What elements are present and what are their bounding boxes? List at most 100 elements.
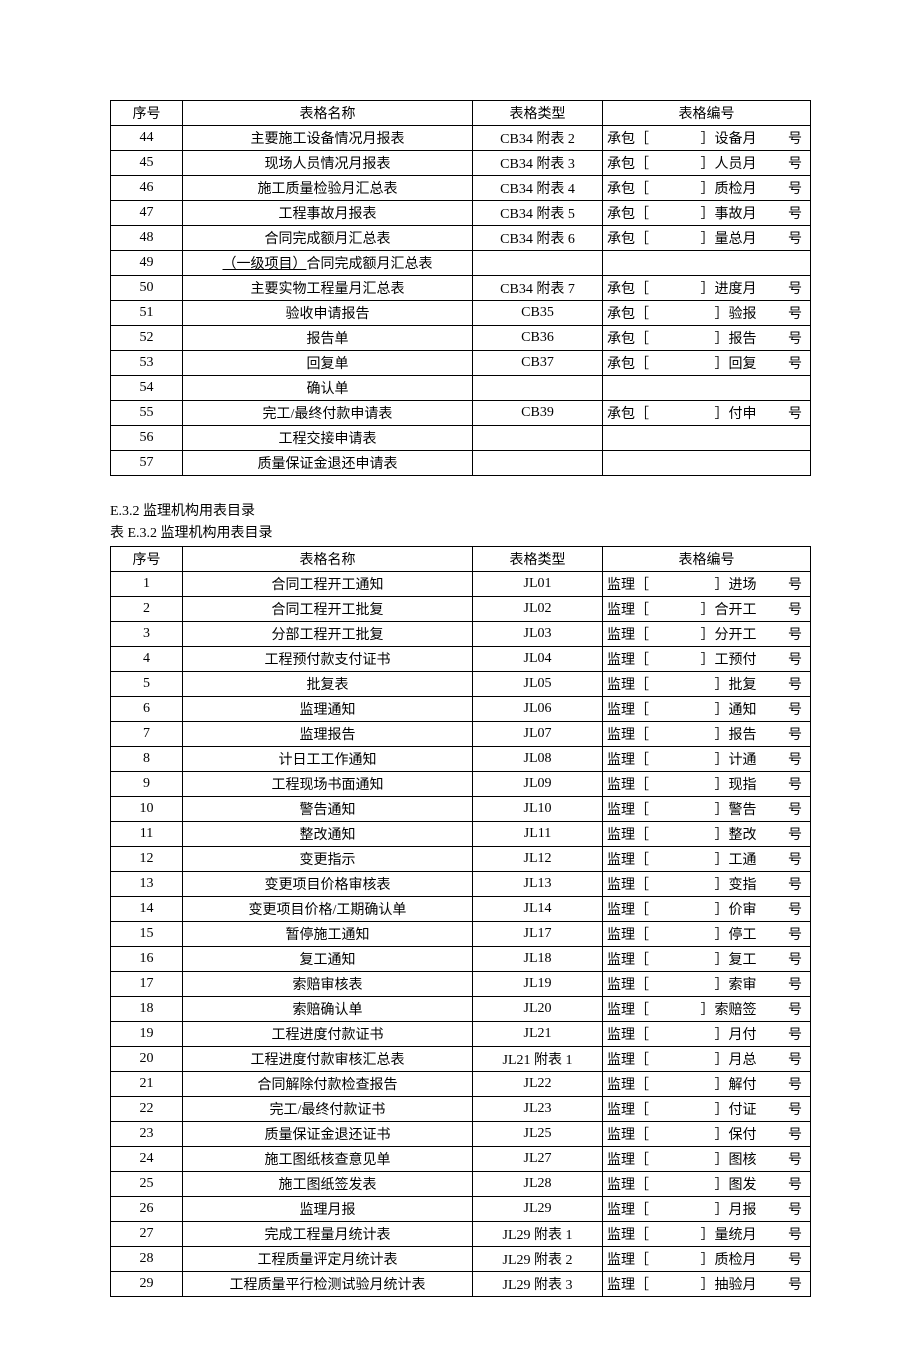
table-header-row: 序号 表格名称 表格类型 表格编号 bbox=[111, 547, 811, 572]
cell-code-mid: ］量统月 bbox=[667, 1222, 761, 1247]
cell-name: 监理报告 bbox=[183, 722, 473, 747]
cell-type: CB39 bbox=[473, 401, 603, 426]
cell-code-suffix: 号 bbox=[761, 176, 811, 201]
cell-seq: 15 bbox=[111, 922, 183, 947]
cell-code-prefix: 监理［ bbox=[603, 1247, 667, 1272]
cell-type: JL13 bbox=[473, 872, 603, 897]
cell-code-suffix: 号 bbox=[761, 1022, 811, 1047]
cell-seq: 16 bbox=[111, 947, 183, 972]
header-type: 表格类型 bbox=[473, 101, 603, 126]
cell-code-prefix: 监理［ bbox=[603, 1072, 667, 1097]
cell-code-prefix: 监理［ bbox=[603, 1147, 667, 1172]
cell-code-empty bbox=[603, 251, 811, 276]
cell-code-prefix: 监理［ bbox=[603, 597, 667, 622]
cell-name: 完成工程量月统计表 bbox=[183, 1222, 473, 1247]
cell-seq: 53 bbox=[111, 351, 183, 376]
cell-type: JL25 bbox=[473, 1122, 603, 1147]
cell-name: 主要施工设备情况月报表 bbox=[183, 126, 473, 151]
table-header-row: 序号 表格名称 表格类型 表格编号 bbox=[111, 101, 811, 126]
cell-name: 监理月报 bbox=[183, 1197, 473, 1222]
cell-code-suffix: 号 bbox=[761, 722, 811, 747]
cell-name: 变更项目价格/工期确认单 bbox=[183, 897, 473, 922]
cell-code-prefix: 承包［ bbox=[603, 201, 667, 226]
cell-seq: 6 bbox=[111, 697, 183, 722]
cell-code-prefix: 监理［ bbox=[603, 1097, 667, 1122]
cell-name: 复工通知 bbox=[183, 947, 473, 972]
table-row: 16复工通知JL18监理［］复工号 bbox=[111, 947, 811, 972]
cell-code-suffix: 号 bbox=[761, 1122, 811, 1147]
cell-code-empty bbox=[603, 376, 811, 401]
cell-code-prefix: 监理［ bbox=[603, 947, 667, 972]
cell-code-mid: ］月总 bbox=[667, 1047, 761, 1072]
table-row: 6监理通知JL06监理［］通知号 bbox=[111, 697, 811, 722]
table-row: 28工程质量评定月统计表JL29 附表 2监理［］质检月号 bbox=[111, 1247, 811, 1272]
cell-code-mid: ］整改 bbox=[667, 822, 761, 847]
cell-name: 验收申请报告 bbox=[183, 301, 473, 326]
cell-type: JL23 bbox=[473, 1097, 603, 1122]
cell-code-prefix: 监理［ bbox=[603, 1022, 667, 1047]
table-row: 5批复表JL05监理［］批复号 bbox=[111, 672, 811, 697]
table-row: 8计日工工作通知JL08监理［］计通号 bbox=[111, 747, 811, 772]
cell-code-prefix: 监理［ bbox=[603, 797, 667, 822]
cell-name: 施工质量检验月汇总表 bbox=[183, 176, 473, 201]
cell-type: CB36 bbox=[473, 326, 603, 351]
table-row: 53回复单CB37承包［］回复号 bbox=[111, 351, 811, 376]
cell-code-suffix: 号 bbox=[761, 201, 811, 226]
table-row: 50主要实物工程量月汇总表CB34 附表 7承包［］进度月号 bbox=[111, 276, 811, 301]
cell-type: JL01 bbox=[473, 572, 603, 597]
cell-code-prefix: 监理［ bbox=[603, 722, 667, 747]
cell-code-mid: ］回复 bbox=[667, 351, 761, 376]
cell-code-mid: ］保付 bbox=[667, 1122, 761, 1147]
cell-code-mid: ］合开工 bbox=[667, 597, 761, 622]
cell-code-suffix: 号 bbox=[761, 797, 811, 822]
cell-type: CB34 附表 7 bbox=[473, 276, 603, 301]
cell-code-mid: ］报告 bbox=[667, 326, 761, 351]
cell-code-prefix: 监理［ bbox=[603, 672, 667, 697]
cell-name: 合同完成额月汇总表 bbox=[183, 226, 473, 251]
cell-code-suffix: 号 bbox=[761, 351, 811, 376]
cell-type: JL22 bbox=[473, 1072, 603, 1097]
cell-seq: 23 bbox=[111, 1122, 183, 1147]
table-row: 15暂停施工通知JL17监理［］停工号 bbox=[111, 922, 811, 947]
table-row: 52报告单CB36承包［］报告号 bbox=[111, 326, 811, 351]
cell-type: JL29 bbox=[473, 1197, 603, 1222]
cell-type: JL29 附表 3 bbox=[473, 1272, 603, 1297]
cell-code-suffix: 号 bbox=[761, 1247, 811, 1272]
cell-code-mid: ］设备月 bbox=[667, 126, 761, 151]
cell-type: JL09 bbox=[473, 772, 603, 797]
cell-code-suffix: 号 bbox=[761, 1072, 811, 1097]
cell-code-mid: ］价审 bbox=[667, 897, 761, 922]
cell-seq: 50 bbox=[111, 276, 183, 301]
cell-code-prefix: 监理［ bbox=[603, 972, 667, 997]
cell-name: 工程质量评定月统计表 bbox=[183, 1247, 473, 1272]
cell-code-suffix: 号 bbox=[761, 301, 811, 326]
cell-type: JL21 附表 1 bbox=[473, 1047, 603, 1072]
cell-seq: 46 bbox=[111, 176, 183, 201]
cell-code-mid: ］月报 bbox=[667, 1197, 761, 1222]
header-code: 表格编号 bbox=[603, 547, 811, 572]
cell-code-suffix: 号 bbox=[761, 1272, 811, 1297]
cell-code-suffix: 号 bbox=[761, 597, 811, 622]
cell-code-prefix: 监理［ bbox=[603, 822, 667, 847]
cell-code-prefix: 监理［ bbox=[603, 622, 667, 647]
cell-name: 计日工工作通知 bbox=[183, 747, 473, 772]
cell-code-prefix: 监理［ bbox=[603, 747, 667, 772]
cell-name: 分部工程开工批复 bbox=[183, 622, 473, 647]
cell-name: 工程事故月报表 bbox=[183, 201, 473, 226]
cell-seq: 54 bbox=[111, 376, 183, 401]
cell-type: JL04 bbox=[473, 647, 603, 672]
table-row: 11整改通知JL11监理［］整改号 bbox=[111, 822, 811, 847]
cell-name: 警告通知 bbox=[183, 797, 473, 822]
cell-code-mid: ］验报 bbox=[667, 301, 761, 326]
cell-code-suffix: 号 bbox=[761, 947, 811, 972]
cell-code-prefix: 监理［ bbox=[603, 1222, 667, 1247]
cell-seq: 10 bbox=[111, 797, 183, 822]
table-row: 49（一级项目）合同完成额月汇总表 bbox=[111, 251, 811, 276]
cell-name-prefix: （一级项目） bbox=[223, 257, 307, 272]
table-row: 25施工图纸签发表JL28监理［］图发号 bbox=[111, 1172, 811, 1197]
cell-code-prefix: 承包［ bbox=[603, 151, 667, 176]
header-type: 表格类型 bbox=[473, 547, 603, 572]
cell-code-suffix: 号 bbox=[761, 847, 811, 872]
cell-code-suffix: 号 bbox=[761, 126, 811, 151]
cell-code-prefix: 监理［ bbox=[603, 872, 667, 897]
